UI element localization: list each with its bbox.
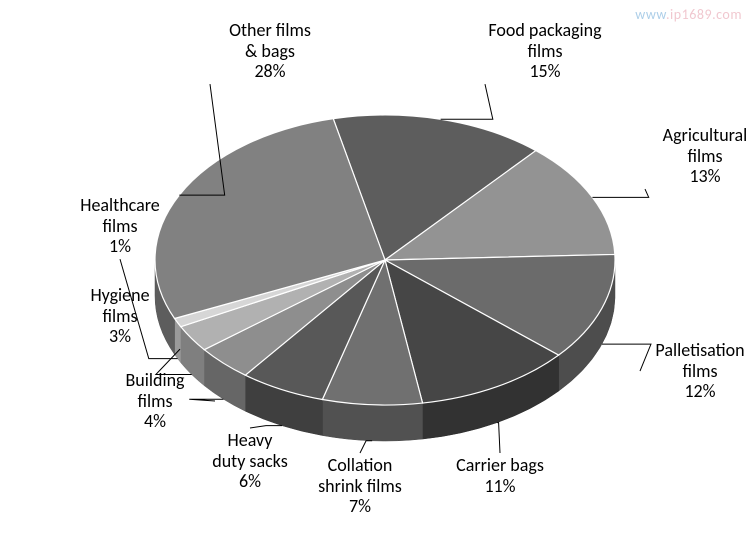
leader-line: [250, 426, 282, 428]
slice-label: Agricultural films 13%: [645, 125, 752, 187]
leader-line: [592, 189, 648, 197]
leader-line: [441, 84, 493, 119]
chart-stage: www.ip1689.com Food packaging films 15%A…: [0, 0, 752, 535]
leader-line: [360, 441, 372, 453]
slice-label: Food packaging films 15%: [485, 20, 605, 82]
pie-top: [155, 115, 615, 405]
slice-label: Heavy duty sacks 6%: [190, 430, 310, 492]
slice-label: Palletisation films 12%: [640, 340, 752, 402]
slice-label: Hygiene films 3%: [60, 285, 180, 347]
slice-label: Collation shrink films 7%: [300, 455, 420, 517]
slice-label: Other films & bags 28%: [210, 20, 330, 82]
slice-label: Building films 4%: [95, 370, 215, 432]
leader-line: [497, 423, 500, 453]
slice-label: Healthcare films 1%: [60, 195, 180, 257]
pie-side: [322, 400, 422, 441]
slice-label: Carrier bags 11%: [440, 455, 560, 496]
